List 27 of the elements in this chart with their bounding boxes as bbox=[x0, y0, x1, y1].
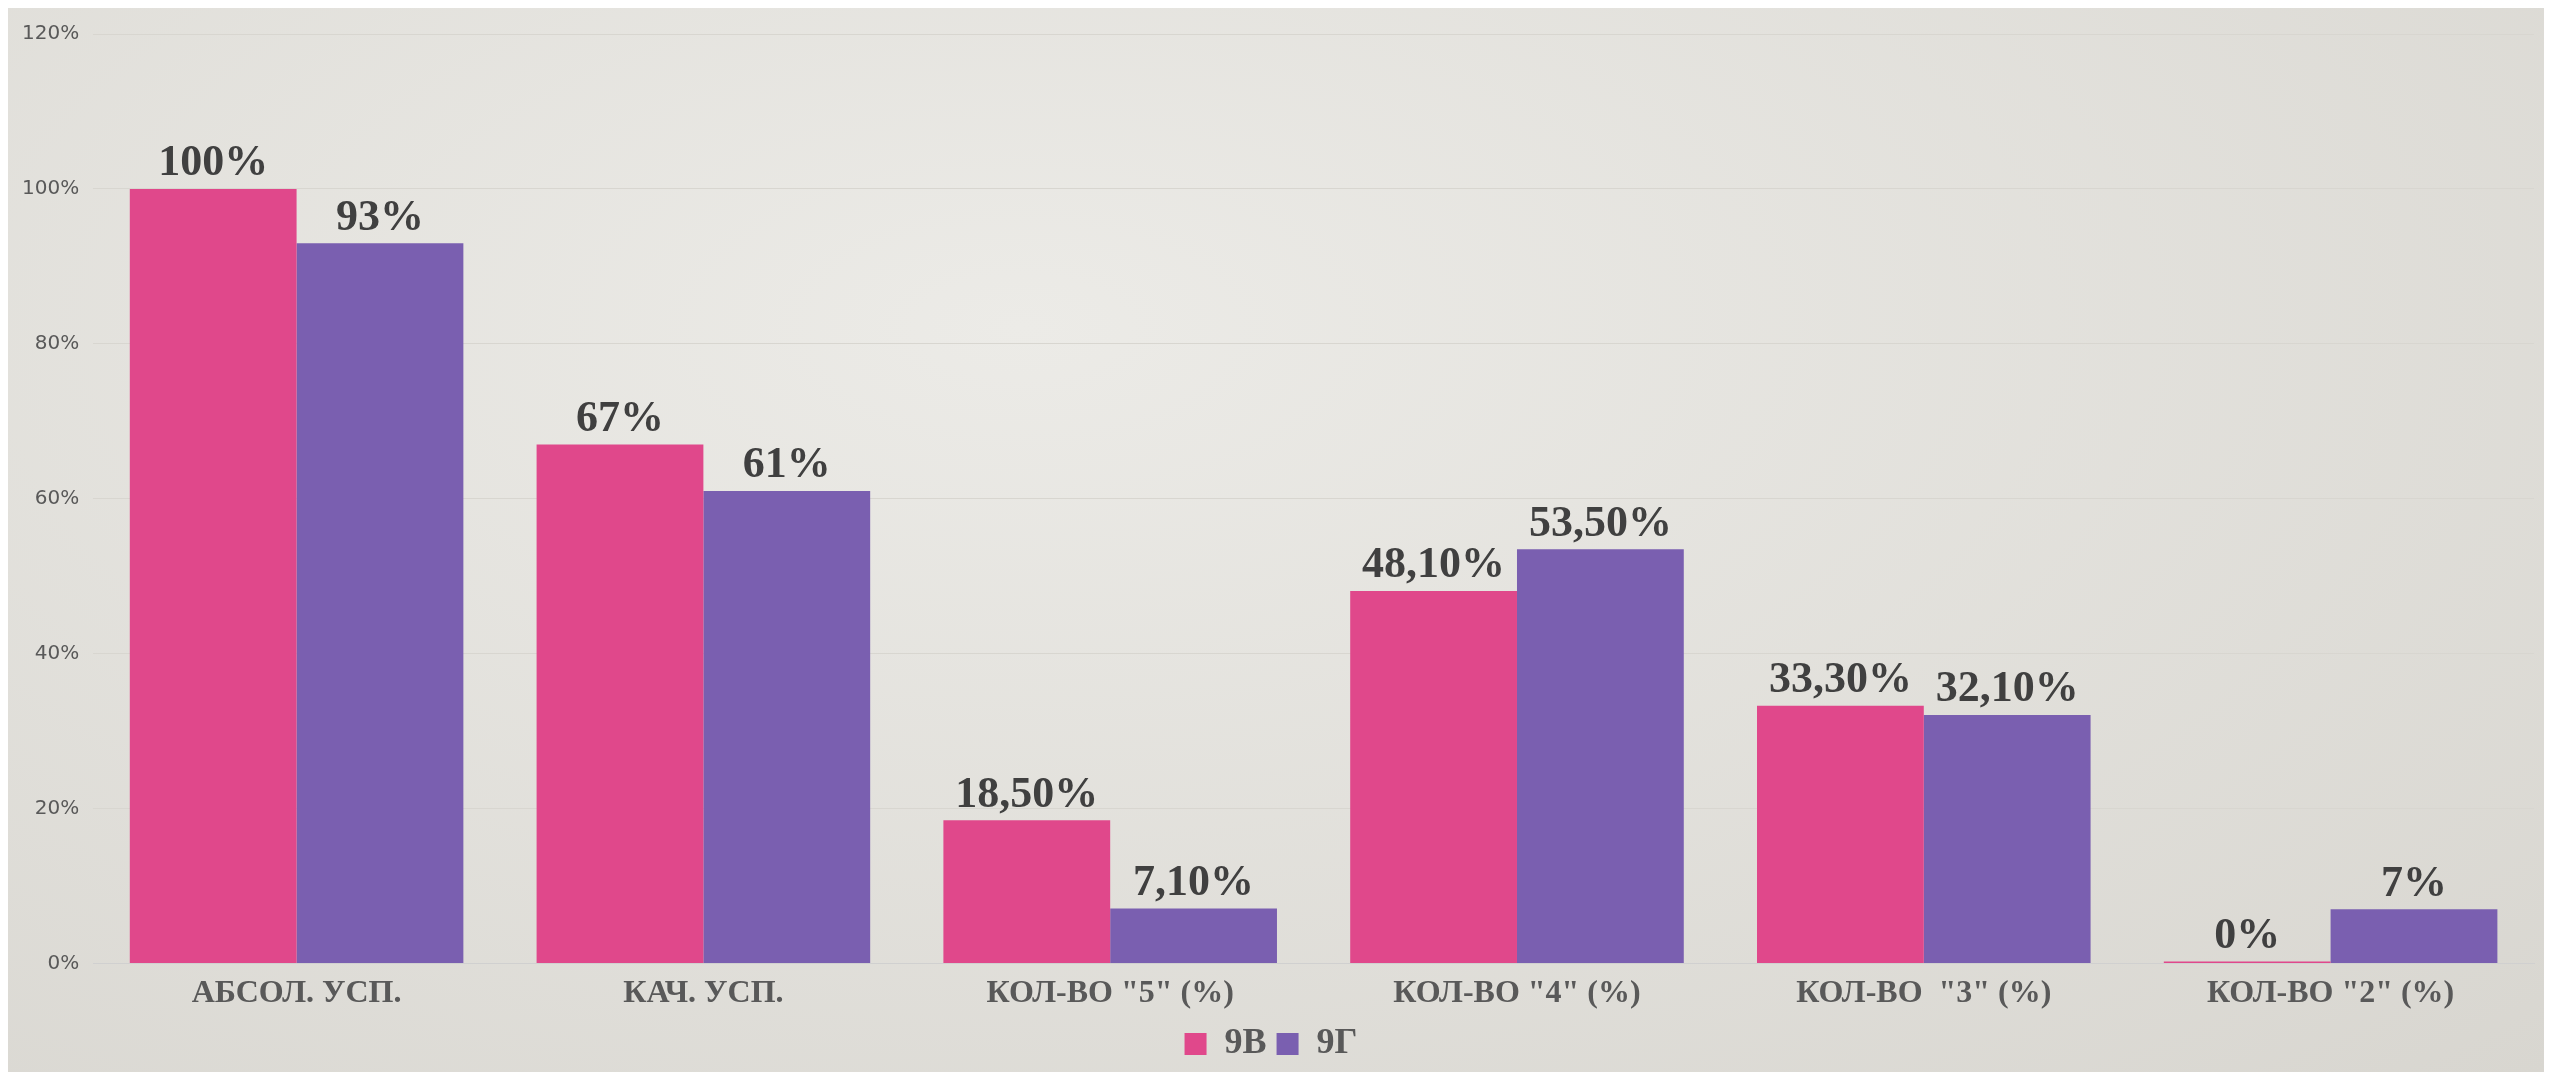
y-tick-label: 120% bbox=[21, 20, 80, 45]
x-tick-label: КАЧ. УСП. bbox=[623, 973, 784, 1010]
legend-label: 9Г bbox=[1316, 1021, 1358, 1062]
y-tick-label: 60% bbox=[34, 485, 80, 509]
x-tick-label: КОЛ-ВО "3" (%) bbox=[1796, 973, 2052, 1010]
legend-label: 9В bbox=[1224, 1021, 1267, 1062]
data-label: 48,10% bbox=[1362, 538, 1506, 588]
y-tick-label: 80% bbox=[34, 330, 80, 355]
data-label: 61% bbox=[742, 438, 831, 488]
x-tick-label: КОЛ-ВО "5" (%) bbox=[986, 973, 1234, 1010]
y-tick-label: 40% bbox=[34, 639, 80, 664]
data-label: 32,10% bbox=[1935, 662, 2079, 712]
data-label: 18,50% bbox=[955, 767, 1099, 817]
x-tick-label: КОЛ-ВО "2" (%) bbox=[2206, 973, 2455, 1010]
data-label: 93% bbox=[335, 190, 424, 240]
x-tick-label: КОЛ-ВО "4" (%) bbox=[1393, 973, 1641, 1010]
x-tick-label: АБСОЛ. УСП. bbox=[191, 973, 402, 1010]
y-tick-label: 0% bbox=[47, 949, 80, 974]
y-tick-label: 20% bbox=[34, 794, 80, 819]
data-label: 0% bbox=[2214, 908, 2281, 958]
data-label: 100% bbox=[158, 136, 269, 186]
data-label: 7% bbox=[2380, 856, 2447, 906]
data-label: 53,50% bbox=[1528, 496, 1672, 546]
y-tick-label: 100% bbox=[21, 175, 80, 200]
data-label: 67% bbox=[575, 391, 664, 441]
data-label: 33,30% bbox=[1768, 653, 1912, 702]
data-label: 7,10% bbox=[1133, 855, 1255, 905]
